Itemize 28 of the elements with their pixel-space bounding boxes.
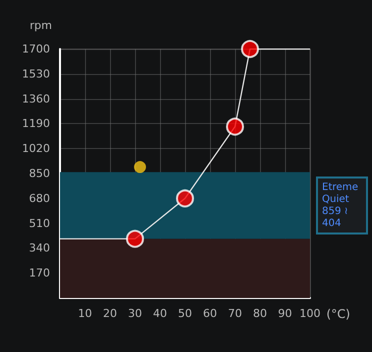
point — [134, 161, 146, 174]
y-tick-label: 510 — [29, 216, 50, 230]
y-tick-label: 1360 — [22, 92, 50, 106]
x-tick-label: 20 — [103, 307, 117, 320]
x-tick-label: 50 — [178, 307, 192, 320]
x-axis-title: (°C) — [326, 307, 350, 321]
x-tick-label: 10 — [78, 307, 92, 320]
point — [241, 40, 259, 58]
x-tick-label: 90 — [278, 307, 292, 320]
point — [176, 189, 194, 208]
y-tick-label: 1190 — [22, 117, 50, 130]
y-tick-label: 340 — [29, 242, 50, 255]
y-axis-title: rpm — [30, 19, 52, 32]
y-tick-label: 850 — [29, 167, 50, 180]
x-tick-label: 60 — [203, 307, 217, 320]
x-tick-label: 100 — [300, 307, 320, 320]
y-tick-label: 1700 — [22, 42, 50, 56]
y-tick-label: 680 — [29, 192, 50, 205]
point — [126, 230, 144, 248]
x-tick-label: 70 — [228, 307, 242, 320]
x-tick-label: 30 — [128, 307, 142, 320]
y-tick-label: 1020 — [22, 142, 50, 156]
band-label: Etreme Quiet 859 ≀ 404 — [322, 182, 362, 230]
x-tick-label: 80 — [253, 307, 267, 320]
y-tick-label: 1530 — [22, 67, 50, 80]
y-tick-label: 170 — [29, 266, 50, 280]
point — [226, 118, 244, 136]
x-tick-label: 40 — [153, 307, 167, 320]
